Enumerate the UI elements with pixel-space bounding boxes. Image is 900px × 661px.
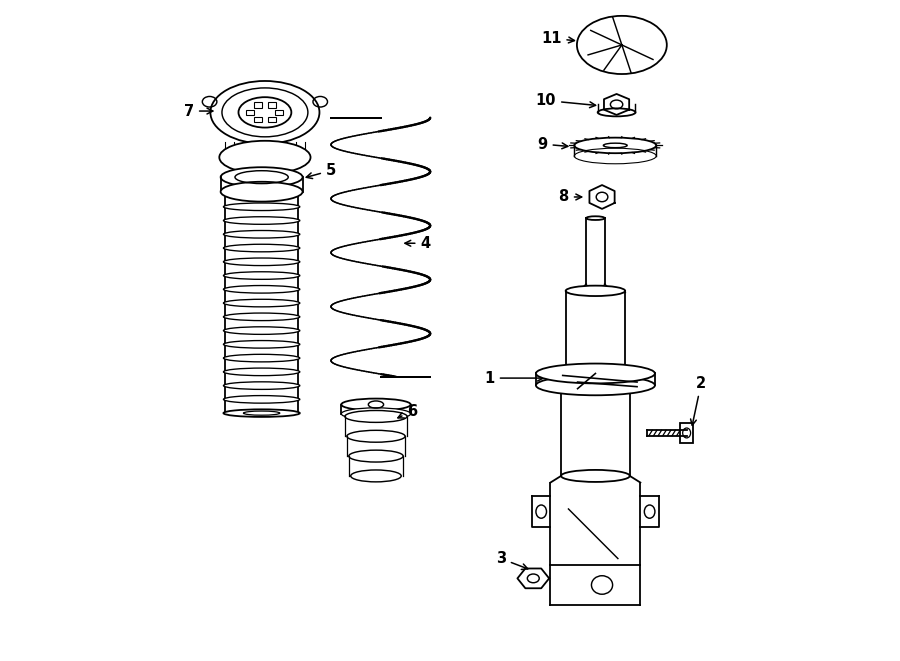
Ellipse shape bbox=[223, 340, 300, 348]
Text: 2: 2 bbox=[690, 376, 707, 425]
Ellipse shape bbox=[223, 286, 300, 293]
Ellipse shape bbox=[341, 408, 410, 420]
Ellipse shape bbox=[220, 167, 302, 187]
Ellipse shape bbox=[346, 430, 405, 442]
Ellipse shape bbox=[223, 189, 300, 197]
Ellipse shape bbox=[536, 364, 655, 383]
Ellipse shape bbox=[561, 470, 630, 482]
Ellipse shape bbox=[223, 354, 300, 362]
Ellipse shape bbox=[223, 299, 300, 307]
Text: 9: 9 bbox=[537, 137, 568, 151]
Ellipse shape bbox=[223, 217, 300, 224]
Ellipse shape bbox=[223, 258, 300, 266]
Ellipse shape bbox=[223, 409, 300, 417]
Text: 11: 11 bbox=[541, 31, 574, 46]
Ellipse shape bbox=[349, 450, 403, 462]
Text: 4: 4 bbox=[405, 236, 430, 251]
Ellipse shape bbox=[238, 97, 292, 128]
Ellipse shape bbox=[223, 395, 300, 403]
Text: 5: 5 bbox=[306, 163, 336, 178]
Ellipse shape bbox=[223, 382, 300, 389]
Ellipse shape bbox=[586, 216, 605, 220]
Ellipse shape bbox=[345, 410, 407, 422]
Text: 6: 6 bbox=[398, 404, 418, 418]
Ellipse shape bbox=[223, 231, 300, 238]
Ellipse shape bbox=[211, 81, 320, 144]
Ellipse shape bbox=[341, 399, 410, 410]
Text: 3: 3 bbox=[496, 551, 527, 570]
Ellipse shape bbox=[223, 245, 300, 252]
Ellipse shape bbox=[223, 272, 300, 280]
Text: 1: 1 bbox=[484, 371, 544, 385]
Ellipse shape bbox=[223, 327, 300, 334]
Ellipse shape bbox=[220, 182, 302, 202]
Ellipse shape bbox=[566, 286, 626, 296]
Ellipse shape bbox=[351, 470, 401, 482]
Ellipse shape bbox=[223, 313, 300, 321]
Text: 8: 8 bbox=[559, 190, 581, 204]
Ellipse shape bbox=[223, 203, 300, 211]
Ellipse shape bbox=[536, 375, 655, 395]
Ellipse shape bbox=[220, 141, 310, 174]
Text: 7: 7 bbox=[184, 104, 212, 118]
Ellipse shape bbox=[223, 368, 300, 375]
Text: 10: 10 bbox=[536, 93, 596, 108]
